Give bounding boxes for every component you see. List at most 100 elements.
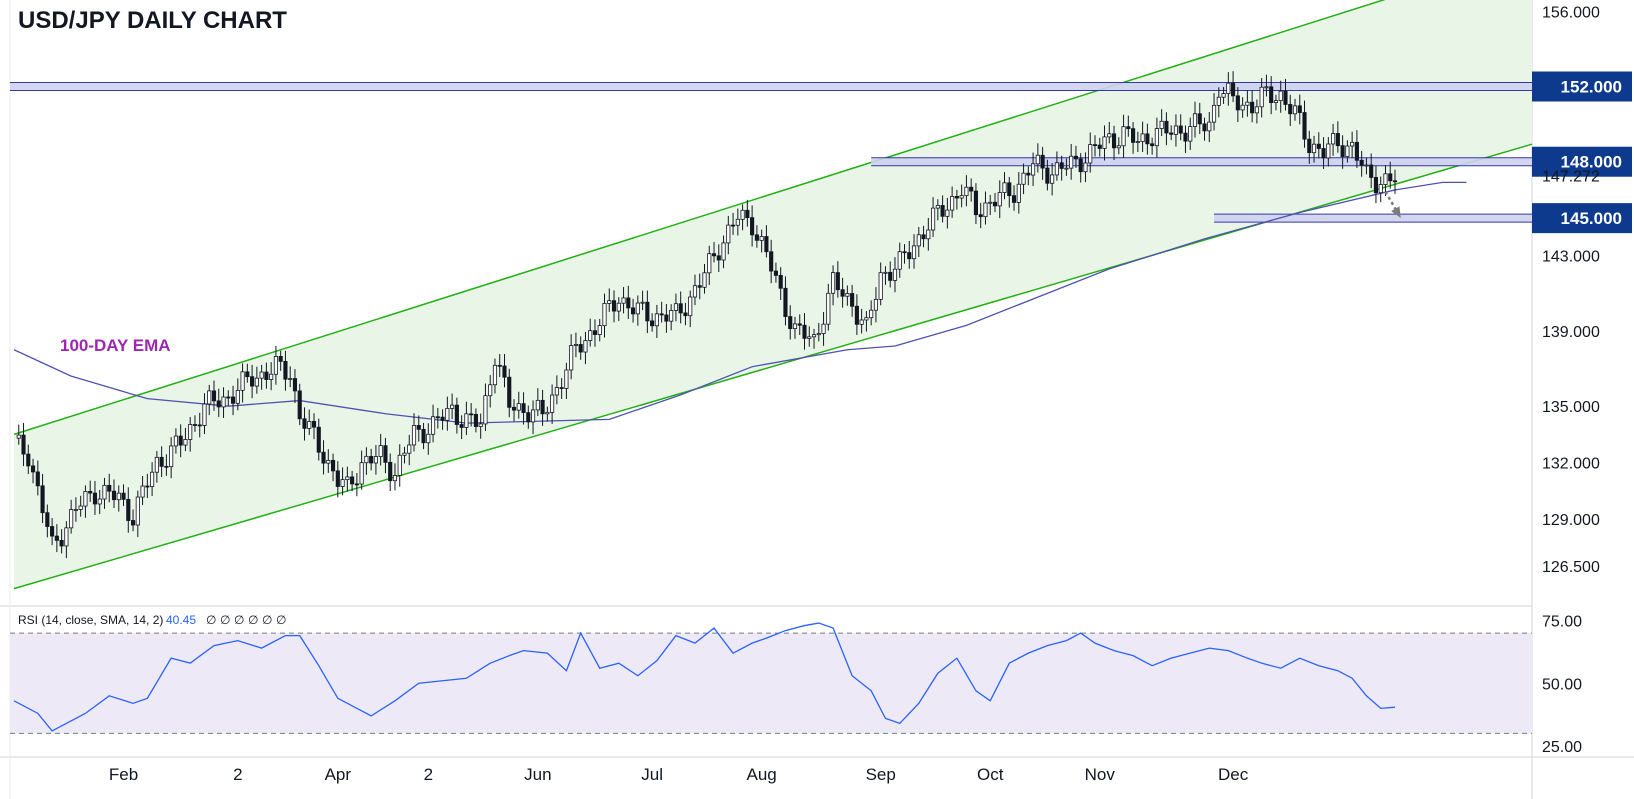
candle-down bbox=[416, 425, 421, 430]
rsi-legend-extra: ∅ bbox=[262, 613, 272, 627]
candle-down bbox=[1092, 144, 1098, 146]
candle-down bbox=[435, 416, 440, 419]
level-band bbox=[10, 82, 1532, 91]
candle-up bbox=[516, 403, 521, 411]
candle-down bbox=[383, 445, 388, 463]
candle-up bbox=[240, 371, 245, 391]
level-badge-label: 145.000 bbox=[1561, 209, 1622, 228]
candle-up bbox=[359, 462, 364, 485]
candle-down bbox=[1250, 101, 1255, 114]
candle-up bbox=[207, 390, 212, 405]
candle-up bbox=[735, 218, 740, 226]
candle-up bbox=[607, 300, 612, 304]
candle-down bbox=[316, 426, 321, 453]
candle-down bbox=[954, 196, 959, 199]
candle-down bbox=[1126, 126, 1131, 130]
candle-up bbox=[64, 527, 69, 547]
candle-up bbox=[897, 251, 902, 270]
time-tick-label: 2 bbox=[424, 765, 433, 784]
candle-down bbox=[1231, 82, 1236, 97]
candle-up bbox=[345, 476, 350, 481]
candle-down bbox=[611, 300, 617, 312]
candle-up bbox=[1192, 113, 1198, 128]
candle-up bbox=[254, 377, 259, 387]
candle-down bbox=[1392, 180, 1398, 183]
candle-up bbox=[1035, 154, 1040, 165]
candle-down bbox=[1164, 120, 1169, 134]
candle-down bbox=[1097, 144, 1102, 149]
ema-100-line bbox=[13, 181, 1467, 424]
candle-up bbox=[173, 435, 178, 447]
candle-up bbox=[307, 420, 312, 429]
candle-down bbox=[716, 255, 721, 261]
rsi-legend-extra: ∅ bbox=[234, 613, 244, 627]
candle-up bbox=[569, 345, 574, 371]
ema-layer bbox=[13, 181, 1467, 424]
candle-down bbox=[1150, 143, 1155, 147]
price-tick-label: 126.500 bbox=[1542, 559, 1600, 576]
candle-up bbox=[1254, 106, 1259, 114]
candle-up bbox=[78, 505, 83, 510]
candle-down bbox=[835, 272, 840, 291]
price-tick-label: 156.000 bbox=[1542, 4, 1600, 21]
candle-down bbox=[126, 498, 131, 521]
candle-down bbox=[1011, 195, 1017, 203]
candle-up bbox=[1154, 128, 1159, 147]
candle-down bbox=[121, 492, 126, 500]
candle-up bbox=[83, 491, 88, 507]
time-tick-label: 2 bbox=[233, 765, 242, 784]
candle-down bbox=[921, 234, 926, 240]
candle-up bbox=[492, 364, 498, 386]
candle-down bbox=[969, 186, 974, 192]
candle-up bbox=[150, 471, 155, 487]
candle-up bbox=[845, 293, 850, 297]
candle-down bbox=[502, 365, 507, 378]
candle-up bbox=[183, 439, 188, 446]
candle-down bbox=[216, 400, 221, 408]
candle-down bbox=[1269, 86, 1274, 104]
candle-down bbox=[745, 209, 750, 219]
candle-down bbox=[1202, 123, 1207, 132]
candle-down bbox=[973, 190, 979, 216]
candle-down bbox=[1373, 177, 1379, 194]
candle-down bbox=[245, 371, 250, 378]
candle-up bbox=[916, 234, 921, 247]
candle-up bbox=[740, 209, 745, 220]
candle-up bbox=[997, 192, 1002, 207]
level-badge bbox=[1532, 203, 1632, 234]
rsi-line bbox=[13, 622, 1396, 732]
candle-up bbox=[430, 416, 436, 435]
candle-up bbox=[1278, 90, 1283, 102]
candle-up bbox=[692, 285, 698, 298]
candle-up bbox=[1016, 183, 1021, 203]
candle-up bbox=[640, 301, 645, 304]
candle-up bbox=[102, 484, 107, 500]
candle-up bbox=[807, 336, 812, 339]
rsi-tick-label: 50.00 bbox=[1542, 676, 1582, 693]
candle-up bbox=[269, 373, 274, 380]
candle-down bbox=[511, 406, 517, 411]
candle-up bbox=[821, 323, 826, 334]
projection-arrow-shaft bbox=[1384, 191, 1401, 217]
rsi-band-fill bbox=[10, 633, 1532, 734]
candle-up bbox=[669, 310, 674, 322]
candle-down bbox=[88, 491, 93, 494]
rsi-tick-label: 25.00 bbox=[1542, 739, 1582, 756]
rsi-legend-value: 40.45 bbox=[166, 613, 196, 627]
candle-down bbox=[664, 314, 669, 322]
candle-up bbox=[445, 407, 450, 421]
rsi-legend-extra: ∅ bbox=[220, 613, 230, 627]
candle-down bbox=[130, 520, 136, 526]
candle-up bbox=[945, 209, 950, 217]
candle-down bbox=[1040, 154, 1045, 169]
candle-up bbox=[464, 413, 469, 428]
candle-down bbox=[1283, 90, 1288, 105]
candle-up bbox=[545, 411, 550, 415]
candle-up bbox=[621, 297, 626, 304]
candle-down bbox=[26, 453, 31, 467]
candle-up bbox=[1350, 141, 1355, 147]
candle-down bbox=[626, 297, 631, 309]
candle-down bbox=[902, 251, 907, 254]
candle-up bbox=[688, 296, 693, 317]
